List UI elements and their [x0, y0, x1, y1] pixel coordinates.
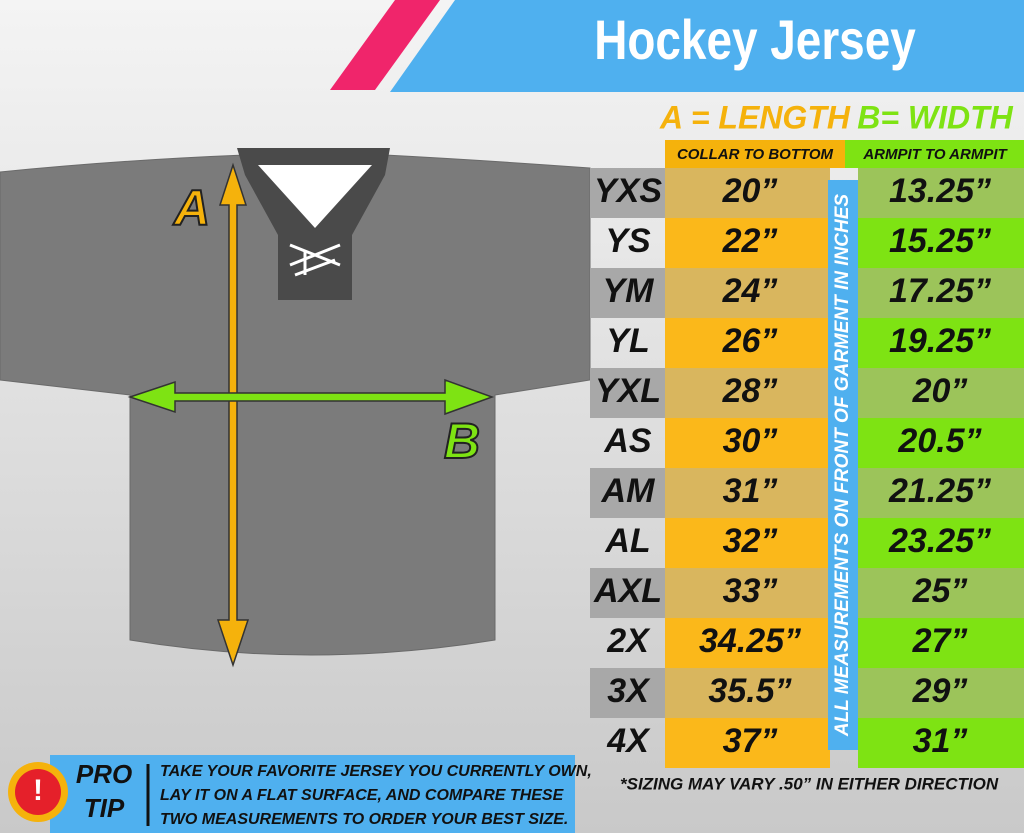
title-banner — [390, 0, 1024, 92]
tip-text: TAKE YOUR FAVORITE JERSEY YOU CURRENTLY … — [160, 763, 592, 780]
label-b: B — [444, 413, 480, 469]
width-cell-bg — [858, 218, 1024, 268]
width-value: 20.5” — [897, 422, 981, 460]
size-label: AM — [601, 472, 656, 510]
arrow-a — [216, 162, 250, 668]
length-cell-bg — [665, 468, 830, 518]
laces — [289, 243, 341, 277]
length-cell-bg — [665, 168, 830, 218]
size-label: YXL — [595, 372, 661, 410]
column-title: B= WIDTH — [857, 99, 1013, 135]
footnote: *SIZING MAY VARY .50” IN EITHER DIRECTIO… — [620, 774, 999, 793]
width-value: 15.25” — [889, 222, 991, 260]
column-subtitle: COLLAR TO BOTTOM — [677, 146, 834, 163]
header-bg — [665, 140, 845, 168]
width-cell-bg — [858, 268, 1024, 318]
width-cell-bg — [858, 668, 1024, 718]
length-value: 26” — [722, 322, 778, 360]
length-cell-bg — [665, 318, 830, 368]
title: Hockey Jersey — [594, 8, 916, 70]
width-value: 31” — [913, 722, 968, 760]
length-cell-bg — [665, 568, 830, 618]
jersey — [0, 154, 591, 656]
header-bg — [845, 140, 1024, 168]
length-cell-bg — [665, 718, 830, 768]
length-value: 24” — [722, 272, 778, 310]
label-a: A — [172, 180, 210, 236]
length-value: 37” — [723, 722, 778, 760]
tip-icon-text: ! — [33, 774, 43, 807]
side-note: ALL MEASUREMENTS ON FRONT OF GARMENT IN … — [832, 194, 853, 738]
width-value: 25” — [912, 572, 968, 610]
size-cell-bg — [590, 668, 665, 718]
size-cell-bg — [590, 468, 665, 518]
size-cell-bg — [590, 268, 665, 318]
length-value: 20” — [722, 172, 778, 210]
width-cell-bg — [858, 168, 1024, 218]
width-cell-bg — [858, 568, 1024, 618]
tip-box — [50, 755, 575, 833]
length-value: 28” — [722, 372, 778, 410]
arrow-b — [127, 378, 495, 416]
length-cell-bg — [665, 518, 830, 568]
tip-label: PRO — [76, 759, 132, 789]
width-value: 27” — [912, 622, 968, 660]
width-cell-bg — [858, 718, 1024, 768]
side-note-bg — [828, 180, 858, 750]
tip-text: LAY IT ON A FLAT SURFACE, AND COMPARE TH… — [160, 787, 565, 804]
width-value: 13.25” — [889, 172, 991, 210]
width-value: 29” — [912, 672, 968, 710]
width-value: 21.25” — [888, 472, 991, 510]
tip-icon — [15, 769, 61, 815]
column-title: A = LENGTH — [659, 99, 851, 135]
size-cell-bg — [590, 168, 665, 218]
length-value: 34.25” — [699, 622, 801, 660]
length-cell-bg — [665, 668, 830, 718]
width-cell-bg — [858, 468, 1024, 518]
length-value: 32” — [723, 522, 778, 560]
length-cell-bg — [665, 268, 830, 318]
width-value: 20” — [912, 372, 968, 410]
size-label: YL — [606, 322, 649, 360]
length-value: 33” — [723, 572, 778, 610]
tip-label: TIP — [84, 793, 125, 823]
size-label: AL — [604, 522, 650, 560]
length-value: 30” — [723, 422, 778, 460]
width-cell-bg — [858, 368, 1024, 418]
size-label: AXL — [593, 572, 662, 610]
size-label: YM — [603, 272, 655, 310]
length-cell-bg — [665, 418, 830, 468]
width-cell-bg — [858, 318, 1024, 368]
width-value: 19.25” — [889, 322, 991, 360]
size-cell-bg — [590, 368, 665, 418]
length-value: 31” — [723, 472, 778, 510]
size-cell-bg — [590, 568, 665, 618]
width-cell-bg — [858, 618, 1024, 668]
pink-stripe — [330, 0, 440, 90]
size-label: 4X — [606, 722, 651, 760]
length-value: 35.5” — [708, 672, 791, 710]
column-subtitle: ARMPIT TO ARMPIT — [862, 146, 1008, 163]
width-cell-bg — [858, 418, 1024, 468]
width-value: 17.25” — [889, 272, 991, 310]
size-label: 2X — [606, 622, 651, 660]
collar-opening — [258, 165, 372, 228]
tip-text: TWO MEASUREMENTS TO ORDER YOUR BEST SIZE… — [160, 811, 568, 828]
width-cell-bg — [858, 518, 1024, 568]
length-cell-bg — [665, 218, 830, 268]
size-table: A = LENGTH B= WIDTH COLLAR TO BOTTOM ARMPIT… — [590, 99, 1024, 768]
size-label: YXS — [594, 172, 662, 210]
length-cell-bg — [665, 618, 830, 668]
size-label: AS — [603, 422, 652, 460]
length-cell-bg — [665, 368, 830, 418]
width-value: 23.25” — [888, 522, 991, 560]
size-label: YS — [605, 222, 651, 260]
size-label: 3X — [607, 672, 651, 710]
length-value: 22” — [722, 222, 778, 260]
